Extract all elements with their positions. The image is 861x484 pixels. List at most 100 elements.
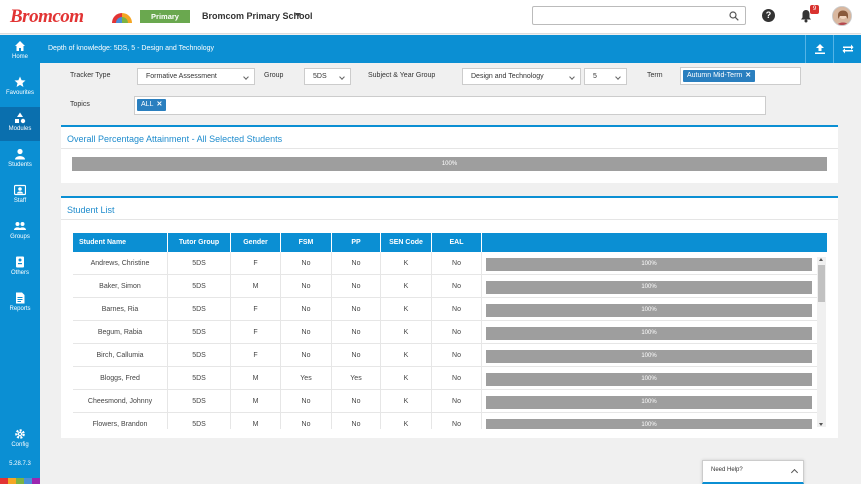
table-row[interactable]: Birch, Callumia 5DS F No No K No 100% bbox=[73, 344, 817, 367]
term-label: Term bbox=[647, 72, 663, 79]
term-tag-label: Autumn Mid-Term bbox=[687, 72, 743, 79]
sidebar-item-home[interactable]: Home bbox=[0, 35, 40, 69]
close-icon[interactable]: ✕ bbox=[156, 101, 163, 108]
chevron-down-icon bbox=[243, 74, 249, 80]
term-tag[interactable]: Autumn Mid-Term ✕ bbox=[683, 70, 756, 82]
switch-button[interactable] bbox=[833, 35, 861, 63]
student-attainment-bar: 100% bbox=[486, 304, 812, 317]
topics-multiselect[interactable]: ALL ✕ bbox=[134, 96, 766, 115]
column-header-fsm[interactable]: FSM bbox=[281, 233, 332, 252]
table-row[interactable]: Flowers, Brandon 5DS M No No K No 100% bbox=[73, 413, 817, 429]
sidebar-item-config[interactable]: Config bbox=[0, 423, 40, 457]
export-button[interactable] bbox=[805, 35, 833, 63]
sen-code-cell: K bbox=[381, 367, 432, 390]
column-header-pp[interactable]: PP bbox=[332, 233, 381, 252]
sidebar-item-modules[interactable]: Modules bbox=[0, 107, 40, 141]
tutor-group-cell: 5DS bbox=[168, 298, 231, 321]
column-header-sen-code[interactable]: SEN Code bbox=[381, 233, 432, 252]
column-header-tutor-group[interactable]: Tutor Group bbox=[168, 233, 231, 252]
year-group-select[interactable]: 5 bbox=[584, 68, 627, 85]
tutor-group-cell: 5DS bbox=[168, 275, 231, 298]
sen-code-cell: K bbox=[381, 252, 432, 275]
fsm-cell: Yes bbox=[281, 367, 332, 390]
pp-cell: No bbox=[332, 275, 381, 298]
need-help-widget[interactable]: Need Help? bbox=[702, 460, 804, 484]
student-name-cell[interactable]: Barnes, Ria bbox=[73, 298, 168, 321]
student-name-cell[interactable]: Baker, Simon bbox=[73, 275, 168, 298]
chevron-up-icon[interactable] bbox=[790, 468, 799, 477]
chevron-down-icon[interactable] bbox=[295, 13, 301, 17]
sidebar-item-favourites[interactable]: Favourites bbox=[0, 71, 40, 105]
avatar-icon bbox=[833, 7, 851, 25]
table-row[interactable]: Begum, Rabia 5DS F No No K No 100% bbox=[73, 321, 817, 344]
pp-cell: No bbox=[332, 344, 381, 367]
tracker-type-select[interactable]: Formative Assessment bbox=[137, 68, 255, 85]
scrollbar-thumb[interactable] bbox=[818, 265, 825, 302]
group-value: 5DS bbox=[313, 73, 327, 80]
sidebar-item-reports[interactable]: Reports bbox=[0, 287, 40, 321]
pp-cell: No bbox=[332, 390, 381, 413]
student-name-cell[interactable]: Flowers, Brandon bbox=[73, 413, 168, 429]
sen-code-cell: K bbox=[381, 321, 432, 344]
table-row[interactable]: Bloggs, Fred 5DS M Yes Yes K No 100% bbox=[73, 367, 817, 390]
table-row[interactable]: Cheesmond, Johnny 5DS M No No K No 100% bbox=[73, 390, 817, 413]
table-scrollbar[interactable] bbox=[817, 257, 826, 427]
term-multiselect[interactable]: Autumn Mid-Term ✕ bbox=[680, 67, 801, 85]
pp-cell: No bbox=[332, 413, 381, 429]
help-icon[interactable]: ? bbox=[762, 9, 775, 22]
student-attainment-bar: 100% bbox=[486, 327, 812, 340]
topics-tag[interactable]: ALL ✕ bbox=[137, 99, 167, 111]
eal-cell: No bbox=[432, 252, 482, 275]
sidebar-item-label: Reports bbox=[9, 306, 31, 312]
student-name-cell[interactable]: Bloggs, Fred bbox=[73, 367, 168, 390]
student-table-body: Andrews, Christine 5DS F No No K No 100% Baker, … bbox=[73, 252, 827, 429]
table-row[interactable]: Baker, Simon 5DS M No No K No 100% bbox=[73, 275, 817, 298]
top-bar: Bromcom Primary Bromcom Primary School ?… bbox=[0, 0, 861, 34]
student-name-cell[interactable]: Cheesmond, Johnny bbox=[73, 390, 168, 413]
tutor-group-cell: 5DS bbox=[168, 344, 231, 367]
upload-icon bbox=[814, 44, 825, 54]
eal-cell: No bbox=[432, 413, 482, 429]
gender-cell: F bbox=[231, 252, 281, 275]
gear-icon bbox=[15, 429, 25, 439]
group-label: Group bbox=[264, 72, 284, 79]
school-selector[interactable]: Bromcom Primary School bbox=[202, 11, 313, 21]
gender-cell: F bbox=[231, 344, 281, 367]
table-row[interactable]: Andrews, Christine 5DS F No No K No 100% bbox=[73, 252, 817, 275]
column-header-student-name[interactable]: Student Name bbox=[73, 233, 168, 252]
notification-badge: 9 bbox=[810, 5, 819, 14]
student-attainment-bar: 100% bbox=[486, 281, 812, 294]
gender-cell: F bbox=[231, 298, 281, 321]
fsm-cell: No bbox=[281, 321, 332, 344]
groups-icon bbox=[14, 222, 26, 230]
sidebar-item-label: Home bbox=[11, 54, 28, 60]
close-icon[interactable]: ✕ bbox=[745, 72, 752, 79]
bell-icon[interactable] bbox=[799, 9, 813, 23]
sidebar-item-groups[interactable]: Groups bbox=[0, 215, 40, 249]
search-icon[interactable] bbox=[729, 11, 739, 21]
tutor-group-cell: 5DS bbox=[168, 367, 231, 390]
scroll-up-icon[interactable] bbox=[819, 258, 823, 261]
scroll-down-icon[interactable] bbox=[819, 423, 823, 426]
user-avatar[interactable] bbox=[832, 6, 852, 26]
column-header-gender[interactable]: Gender bbox=[231, 233, 281, 252]
sidebar-item-staff[interactable]: Staff bbox=[0, 179, 40, 213]
group-select[interactable]: 5DS bbox=[304, 68, 351, 85]
subject-select[interactable]: Design and Technology bbox=[462, 68, 581, 85]
star-icon bbox=[14, 76, 26, 87]
student-name-cell[interactable]: Andrews, Christine bbox=[73, 252, 168, 275]
sidebar-item-students[interactable]: Students bbox=[0, 143, 40, 177]
student-name-cell[interactable]: Birch, Callumia bbox=[73, 344, 168, 367]
tutor-group-cell: 5DS bbox=[168, 321, 231, 344]
student-name-cell[interactable]: Begum, Rabia bbox=[73, 321, 168, 344]
tracker-type-value: Formative Assessment bbox=[146, 73, 217, 80]
sidebar-item-others[interactable]: Others bbox=[0, 251, 40, 285]
eal-cell: No bbox=[432, 298, 482, 321]
tracker-type-label: Tracker Type bbox=[70, 72, 111, 79]
brand-color-strip bbox=[0, 478, 40, 484]
table-row[interactable]: Barnes, Ria 5DS F No No K No 100% bbox=[73, 298, 817, 321]
column-header-eal[interactable]: EAL bbox=[432, 233, 482, 252]
student-attainment-bar: 100% bbox=[486, 350, 812, 363]
global-search-input[interactable] bbox=[532, 6, 746, 25]
bromcom-logo[interactable]: Bromcom bbox=[10, 6, 84, 27]
